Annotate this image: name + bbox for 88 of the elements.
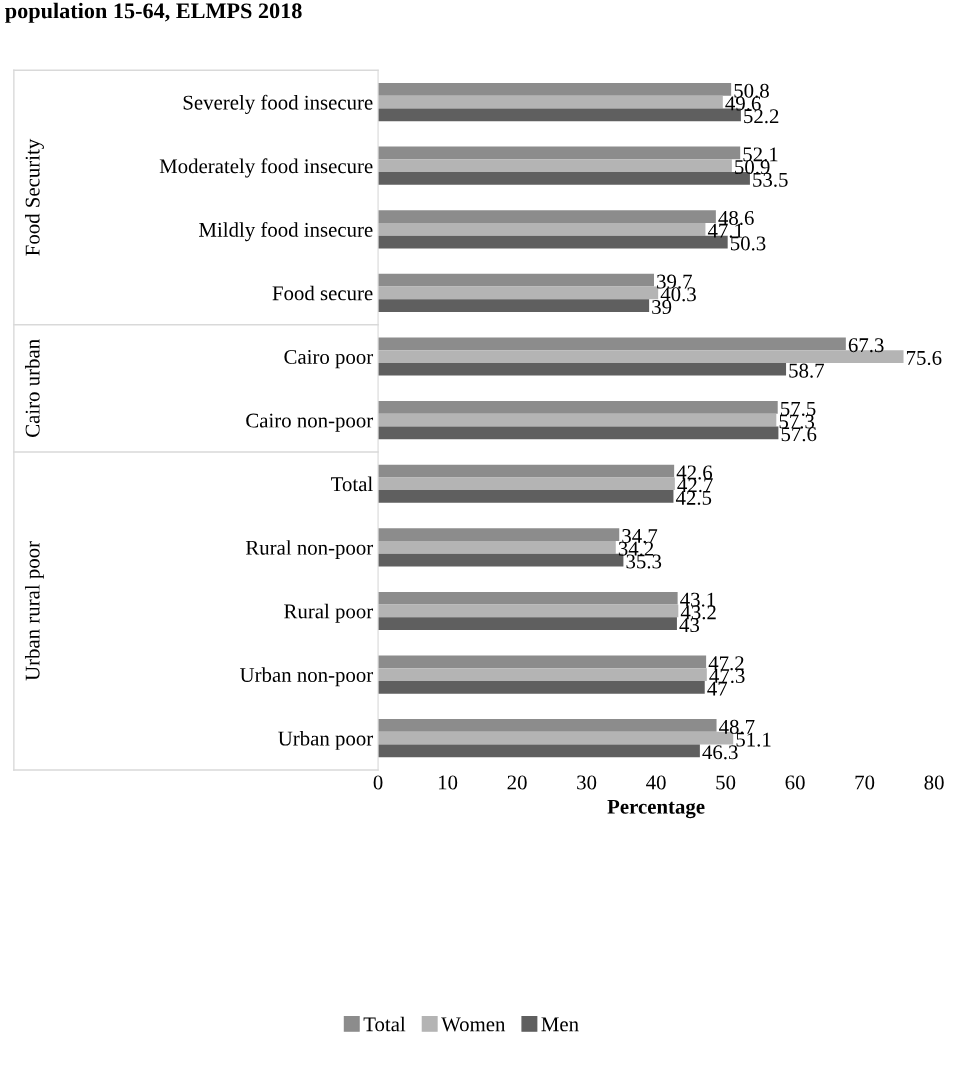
- bar: [378, 464, 675, 478]
- y-tick-label: Cairo non-poor: [246, 413, 374, 432]
- x-tick-label: 10: [438, 775, 458, 790]
- bar: [378, 541, 616, 554]
- bar: [378, 490, 674, 503]
- x-tick-label: 60: [785, 775, 805, 790]
- text: Cairo urban: [24, 339, 40, 437]
- text: population 15-64, ELMPS 2018: [5, 2, 302, 23]
- bar: [378, 426, 779, 440]
- data-label: 47: [707, 681, 728, 696]
- y-tick-label: Total: [331, 476, 373, 492]
- data-label: 42.7: [677, 478, 713, 493]
- data-label: 46.3: [702, 745, 738, 760]
- bar: [378, 222, 706, 236]
- data-label: 39: [652, 300, 672, 315]
- y-tick-label: Mildly food insecure: [199, 221, 373, 242]
- y-tick-label: Food secure: [272, 285, 373, 301]
- x-tick-label: 50: [716, 775, 736, 790]
- data-label: 53.5: [753, 172, 788, 187]
- bar: [378, 604, 679, 618]
- bar: [378, 591, 678, 605]
- data-label: 47.1: [707, 223, 743, 238]
- bar: [378, 528, 620, 541]
- data-label: 51.1: [736, 732, 771, 747]
- data-label: 47.2: [708, 656, 744, 671]
- bar: [378, 401, 778, 414]
- text: Urban rural poor: [24, 541, 44, 681]
- data-label: 47.3: [709, 668, 745, 684]
- y-tick-label: Moderately food insecure: [159, 158, 373, 178]
- data-label: 48.7: [719, 719, 755, 734]
- bar: [378, 146, 741, 160]
- bar: [378, 680, 705, 694]
- x-tick-label: 0: [373, 775, 383, 790]
- bar: [378, 172, 750, 185]
- legend-label: Women: [441, 1017, 506, 1032]
- data-label: 34.2: [618, 541, 654, 556]
- x-tick-label: 20: [507, 775, 527, 790]
- bar: [378, 744, 700, 758]
- x-tick-label: 30: [577, 775, 597, 790]
- bar: [378, 273, 654, 287]
- bar: [378, 83, 732, 96]
- bar: [378, 668, 707, 681]
- data-label: 50.3: [730, 236, 766, 251]
- data-label: 43: [679, 618, 700, 633]
- data-label: 58.7: [789, 363, 824, 378]
- bar: [378, 95, 723, 109]
- data-label: 39.7: [657, 274, 692, 289]
- data-label: 50.8: [734, 83, 769, 98]
- data-label: 43.2: [680, 605, 716, 620]
- bar: [378, 286, 659, 300]
- data-label: 34.7: [622, 529, 658, 544]
- data-label: 48.6: [718, 210, 754, 226]
- data-label: 42.6: [676, 465, 713, 480]
- legend-label: Men: [541, 1017, 579, 1032]
- data-label: 43.1: [680, 592, 715, 607]
- data-label: 57.3: [779, 414, 815, 429]
- data-label: 75.6: [906, 350, 942, 366]
- bar: [378, 159, 732, 173]
- y-tick-label: Cairo poor: [284, 349, 374, 369]
- data-label: 50.9: [735, 160, 770, 175]
- x-axis-title: Percentage: [607, 799, 705, 819]
- data-label: 40.3: [660, 287, 696, 302]
- x-tick-label: 70: [855, 775, 875, 790]
- bar: [378, 362, 787, 376]
- data-label: 52.2: [744, 109, 779, 124]
- bar: [378, 617, 677, 631]
- x-tick-label: 40: [646, 775, 666, 790]
- y-tick-label: Urban non-poor: [240, 667, 374, 687]
- y-tick-label: Urban poor: [278, 730, 374, 750]
- bar: [378, 719, 717, 732]
- data-label: 52.1: [743, 147, 778, 162]
- bar: [378, 337, 846, 351]
- y-tick-label: Severely food insecure: [183, 94, 373, 114]
- data-label: 35.3: [626, 554, 662, 569]
- data-label: 57.6: [781, 427, 817, 442]
- x-tick-label: 80: [924, 775, 944, 790]
- y-tick-label: Rural poor: [284, 603, 374, 623]
- y-tick-label: Rural non-poor: [245, 540, 374, 560]
- bar: [378, 299, 650, 313]
- data-label: 67.3: [848, 338, 884, 353]
- legend-label: Total: [363, 1016, 406, 1032]
- bar: [378, 210, 716, 223]
- bar: [378, 655, 707, 669]
- bar: [378, 413, 777, 427]
- bar: [378, 477, 675, 491]
- text: Food Security: [24, 138, 44, 256]
- data-label: 42.5: [675, 490, 712, 505]
- data-label: 49.6: [725, 96, 761, 111]
